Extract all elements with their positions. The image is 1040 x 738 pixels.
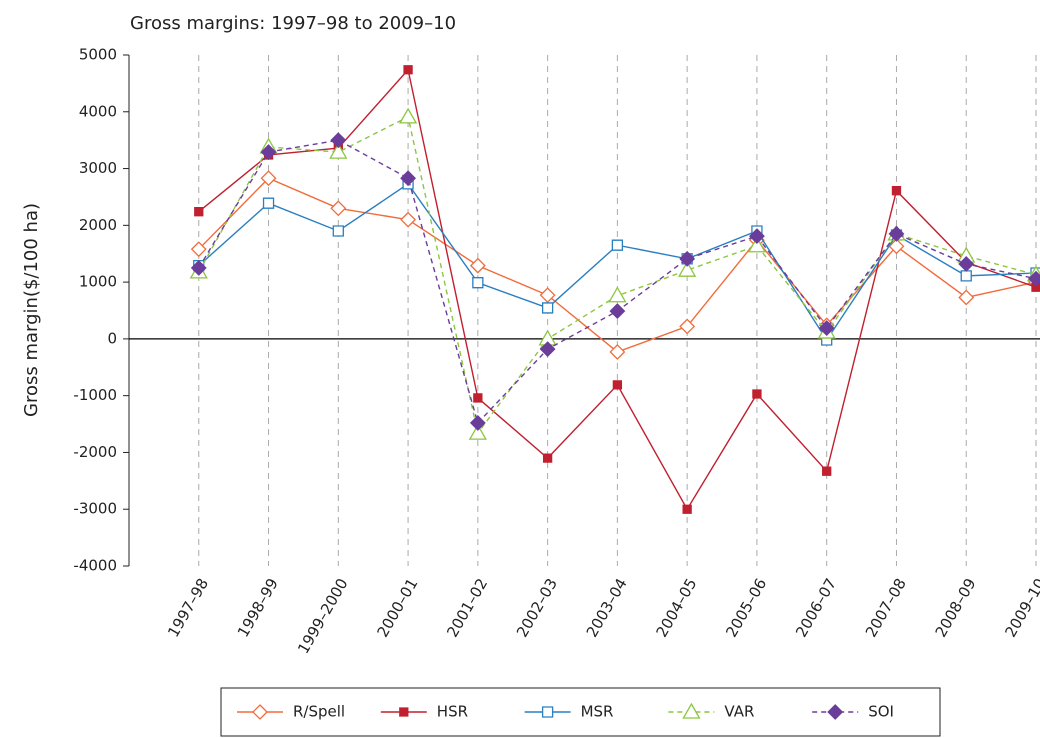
marker (194, 207, 204, 217)
marker (469, 415, 486, 431)
marker (403, 65, 413, 75)
marker (398, 107, 418, 124)
marker (888, 225, 905, 242)
chart-title: Gross margins: 1997–98 to 2009–10 (130, 13, 456, 34)
x-tick-label: 2001–02 (443, 575, 491, 640)
marker (260, 144, 277, 161)
marker (960, 270, 972, 282)
y-tick-label: 0 (107, 329, 117, 347)
marker (472, 277, 484, 289)
marker (400, 170, 416, 187)
marker (330, 200, 347, 217)
marker (330, 132, 347, 149)
y-tick-label: -1000 (73, 386, 117, 404)
y-axis-label: Gross margin($/100 ha) (21, 203, 42, 417)
marker (958, 289, 975, 306)
x-tick-label: 1999–2000 (294, 575, 352, 657)
y-tick-label: 2000 (79, 216, 117, 234)
marker (958, 256, 975, 272)
x-tick-label: 1997–98 (164, 575, 212, 640)
y-tick-label: 1000 (79, 273, 117, 291)
marker (822, 466, 832, 476)
y-tick-label: -3000 (73, 500, 117, 518)
x-tick-label: 2008–09 (932, 575, 980, 640)
x-tick-label: 2004–05 (653, 575, 701, 640)
marker (888, 238, 905, 255)
x-tick-label: 2006–07 (792, 575, 840, 640)
legend-label: SOI (868, 703, 894, 721)
marker (473, 393, 483, 403)
marker (539, 287, 556, 304)
marker (609, 303, 626, 319)
marker (608, 286, 627, 303)
marker (468, 423, 487, 440)
marker (541, 706, 554, 718)
y-tick-label: 3000 (79, 159, 117, 177)
series (190, 132, 1040, 431)
x-tick-label: 2005–06 (722, 575, 770, 640)
x-tick-label: 2002–03 (513, 575, 561, 640)
marker (609, 344, 626, 360)
x-tick-label: 2003–04 (583, 575, 631, 640)
legend-label: R/Spell (293, 703, 345, 721)
marker (1028, 270, 1040, 287)
marker (747, 236, 767, 253)
marker (262, 197, 275, 209)
marker (190, 259, 207, 276)
marker (827, 704, 844, 720)
marker (542, 453, 553, 463)
series (190, 170, 1040, 360)
legend-label: MSR (581, 703, 614, 721)
marker (679, 250, 696, 267)
marker (891, 186, 902, 196)
legend-label: VAR (724, 703, 754, 721)
x-tick-label: 2009–10 (1001, 575, 1040, 640)
marker (539, 341, 556, 358)
legend-box (220, 687, 941, 737)
marker (260, 170, 277, 187)
marker (329, 142, 348, 159)
marker (399, 707, 409, 717)
legend-label: HSR (437, 703, 468, 721)
marker (818, 320, 835, 337)
marker (682, 702, 701, 719)
marker (332, 225, 344, 237)
marker (679, 318, 696, 335)
marker (611, 239, 624, 251)
marker (682, 504, 692, 514)
marker (469, 257, 486, 274)
y-tick-label: 5000 (79, 46, 117, 64)
marker (752, 389, 762, 399)
x-tick-label: 2000–01 (373, 575, 421, 640)
marker (252, 704, 268, 720)
marker (400, 211, 416, 228)
x-tick-label: 1998–99 (234, 575, 282, 640)
marker (541, 302, 554, 314)
x-tick-label: 2007–08 (862, 575, 910, 640)
y-tick-label: 4000 (79, 102, 117, 120)
series (189, 107, 1040, 440)
marker (678, 260, 697, 277)
y-tick-label: -2000 (73, 443, 117, 461)
marker (749, 228, 765, 245)
marker (190, 241, 207, 258)
y-tick-label: -4000 (73, 557, 117, 575)
marker (612, 380, 623, 390)
